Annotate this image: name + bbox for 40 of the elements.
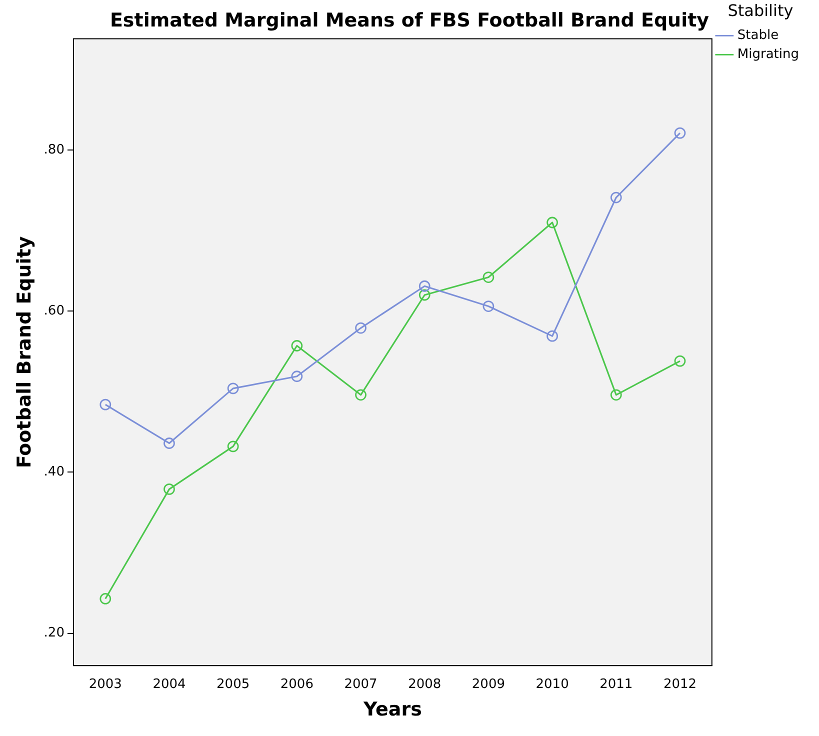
point (674, 127, 686, 139)
x-tick-label: 2011 (600, 676, 633, 692)
point (227, 382, 239, 394)
chart-title: Estimated Marginal Means of FBS Football Brand Equity (110, 9, 710, 32)
y-tick-label: .80 (44, 142, 64, 158)
point (482, 272, 494, 283)
x-tick-label: 2005 (216, 676, 250, 692)
point (674, 355, 686, 367)
point (546, 216, 558, 228)
point (355, 322, 366, 334)
y-axis-title: Football Brand Equity (13, 236, 36, 468)
point (291, 370, 303, 382)
x-tick-label: 2004 (152, 676, 186, 692)
point (355, 389, 366, 401)
x-tick-label: 2012 (663, 676, 697, 692)
legend-title: Stability (728, 1, 794, 20)
point (100, 593, 112, 604)
point (418, 280, 430, 292)
point (610, 192, 622, 204)
point (418, 289, 430, 301)
point (291, 340, 303, 352)
x-tick-label: 2009 (472, 676, 506, 692)
x-tick-label: 2003 (88, 676, 122, 692)
x-tick-label: 2008 (408, 676, 442, 692)
y-tick-label: .40 (44, 464, 64, 480)
x-tick-label: 2010 (536, 676, 569, 692)
point (100, 398, 112, 410)
legend-label: Migrating (737, 47, 799, 62)
y-tick-label: .20 (44, 626, 64, 641)
point (610, 389, 622, 401)
point (482, 300, 494, 312)
x-tick-label: 2006 (280, 676, 314, 692)
legend-label: Stable (737, 28, 779, 44)
point (164, 483, 175, 495)
point (227, 440, 239, 452)
x-tick-label: 2007 (344, 676, 378, 692)
point (546, 330, 558, 342)
y-tick-label: .60 (44, 303, 64, 318)
point (164, 438, 175, 449)
x-axis-title: Years (362, 698, 422, 721)
